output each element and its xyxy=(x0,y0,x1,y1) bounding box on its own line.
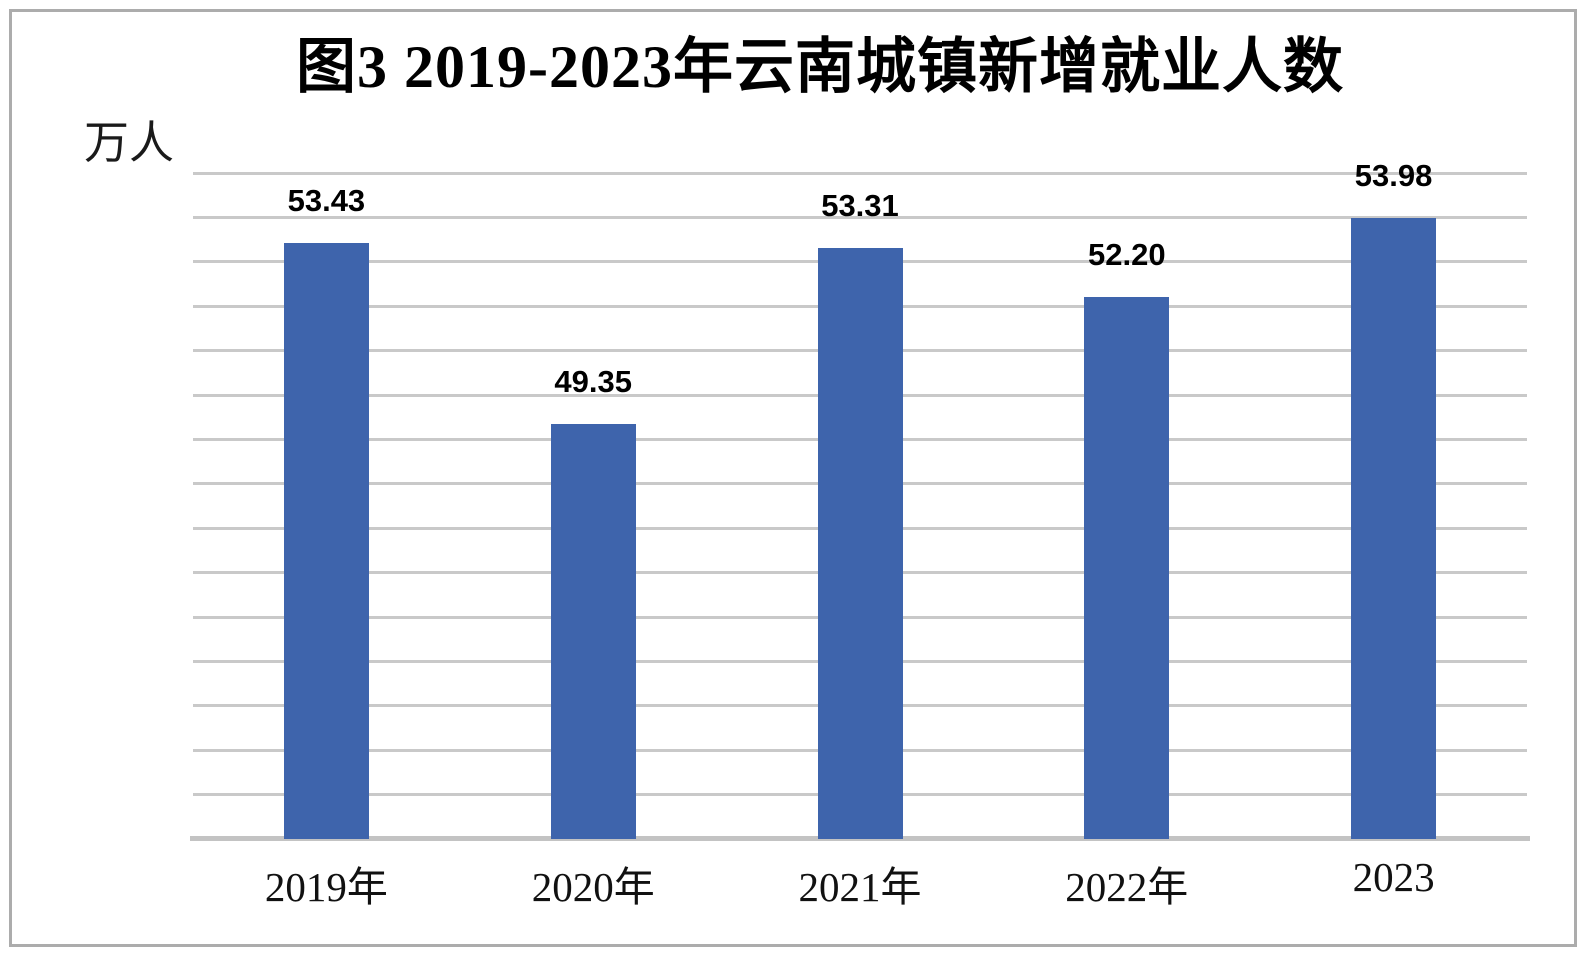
bar-2019年 xyxy=(283,242,369,839)
x-axis-label: 2021年 xyxy=(798,864,922,910)
gridline xyxy=(193,171,1527,175)
x-axis-label: 2019年 xyxy=(264,864,388,910)
x-axis-label: 2022年 xyxy=(1065,864,1189,910)
bar-value-label: 53.31 xyxy=(821,188,899,224)
bar-value-label: 53.98 xyxy=(1354,158,1433,194)
bar-value-label: 52.20 xyxy=(1088,237,1166,273)
bar-2022年 xyxy=(1084,297,1170,839)
y-axis-unit-label: 万人 xyxy=(84,118,175,168)
gridline xyxy=(193,215,1527,219)
plot-area: 53.43 2019年 49.35 2020年 53.31 2021年 52.20 2022年… xyxy=(190,160,1530,910)
x-axis-label: 2023 xyxy=(1352,854,1435,900)
figure-border xyxy=(9,9,1577,947)
bar-value-label: 53.43 xyxy=(287,182,366,218)
bar-2023 xyxy=(1351,218,1437,839)
x-axis-label: 2020年 xyxy=(531,864,655,910)
bar-2020年 xyxy=(550,423,636,839)
bar-value-label: 49.35 xyxy=(554,363,632,399)
chart-title: 图3 2019-2023年云南城镇新增就业人数 xyxy=(296,34,1344,100)
bar-2021年 xyxy=(817,248,903,839)
